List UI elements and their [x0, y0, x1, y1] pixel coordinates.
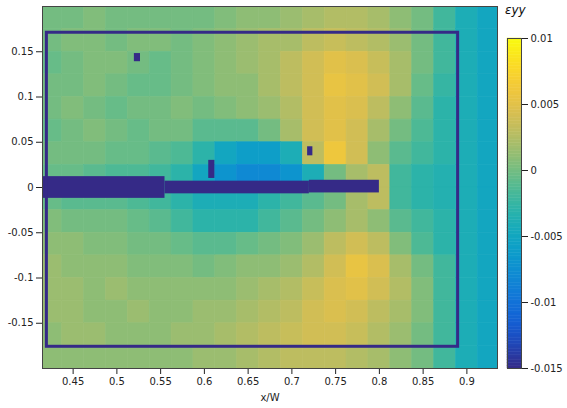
svg-text:-0.15: -0.15 [8, 317, 34, 328]
svg-text:0.15: 0.15 [11, 46, 33, 57]
svg-text:x/W: x/W [260, 392, 279, 403]
svg-text:0: 0 [531, 165, 537, 176]
svg-text:-0.01: -0.01 [531, 297, 557, 308]
svg-text:0: 0 [27, 182, 33, 193]
svg-text:-0.1: -0.1 [14, 272, 34, 283]
svg-text:-0.015: -0.015 [531, 363, 563, 374]
svg-text:0.85: 0.85 [412, 376, 434, 387]
svg-text:0.6: 0.6 [196, 376, 212, 387]
svg-text:0.65: 0.65 [237, 376, 259, 387]
svg-text:0.7: 0.7 [284, 376, 300, 387]
svg-text:0.55: 0.55 [149, 376, 171, 387]
html-text:εyy: εyy [505, 3, 526, 17]
svg-text:0.75: 0.75 [324, 376, 346, 387]
svg-text:0.8: 0.8 [371, 376, 387, 387]
svg-text:-0.05: -0.05 [8, 227, 34, 238]
svg-text:0.9: 0.9 [459, 376, 475, 387]
svg-text:0.05: 0.05 [11, 136, 33, 147]
svg-text:0.5: 0.5 [109, 376, 125, 387]
svg-text:0.45: 0.45 [62, 376, 84, 387]
svg-text:0.1: 0.1 [18, 91, 34, 102]
svg-text:-0.005: -0.005 [531, 231, 563, 242]
svg-text:0.005: 0.005 [531, 99, 560, 110]
svg-text:0.01: 0.01 [531, 33, 553, 44]
